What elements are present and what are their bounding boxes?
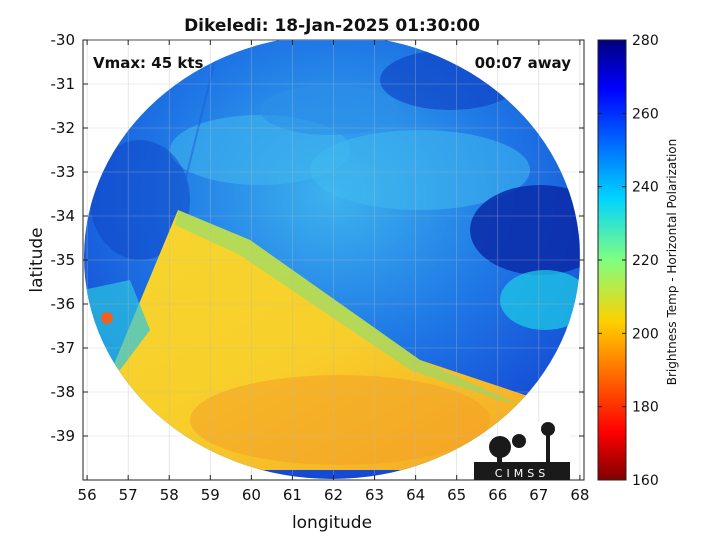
cimss-logo: CIMSS [474,421,570,480]
x-tick-label: 63 [365,486,384,504]
colorbar-tick-label: 220 [632,253,659,269]
y-tick-label: -31 [51,75,76,93]
y-tick-label: -39 [51,427,76,445]
colorbar-ramp [597,39,627,481]
x-tick-label: 57 [119,486,138,504]
y-tick-label: -38 [51,383,76,401]
colorbar-tick-label: 240 [632,180,659,196]
colorbar-tick-label: 200 [632,326,659,342]
x-axis-label: longitude [292,513,372,533]
x-tick-label: 58 [160,486,179,504]
time-away-label: 00:07 away [475,54,572,72]
y-axis-ticks: -30 -31 -32 -33 -34 -35 -36 -37 -38 -39 [51,31,584,445]
x-tick-label: 56 [78,486,97,504]
colorbar-tick-label: 160 [632,473,659,489]
colorbar-ticks: 280 260 240 220 200 180 160 [598,33,659,489]
x-tick-label: 64 [406,486,425,504]
x-axis-ticks: 56 57 58 59 60 61 62 63 64 65 66 67 68 [78,40,589,504]
x-tick-label: 65 [447,486,466,504]
y-tick-label: -30 [51,31,76,49]
y-tick-label: -33 [51,163,76,181]
colorbar-label: Brightness Temp - Horizontal Polarizatio… [665,139,679,386]
y-tick-label: -37 [51,339,76,357]
y-tick-label: -35 [51,251,76,269]
x-tick-label: 67 [529,486,548,504]
y-tick-label: -32 [51,119,76,137]
x-tick-label: 61 [283,486,302,504]
x-tick-label: 66 [488,486,507,504]
colorbar-tick-label: 180 [632,400,659,416]
brightness-temp-swath [84,39,580,479]
y-tick-label: -34 [51,207,76,225]
logo-text: CIMSS [495,467,549,480]
x-tick-label: 60 [242,486,261,504]
y-tick-label: -36 [51,295,76,313]
x-tick-label: 62 [324,486,343,504]
colorbar: 280 260 240 220 200 180 160 Brightness Temp - … [597,33,679,489]
colorbar-tick-label: 260 [632,106,659,122]
y-axis-label: latitude [27,227,47,292]
chart-title: Dikeledi: 18-Jan-2025 01:30:00 [184,16,480,36]
colorbar-tick-label: 280 [632,33,659,49]
x-tick-label: 68 [570,486,589,504]
x-tick-label: 59 [201,486,220,504]
vmax-label: Vmax: 45 kts [93,54,203,72]
